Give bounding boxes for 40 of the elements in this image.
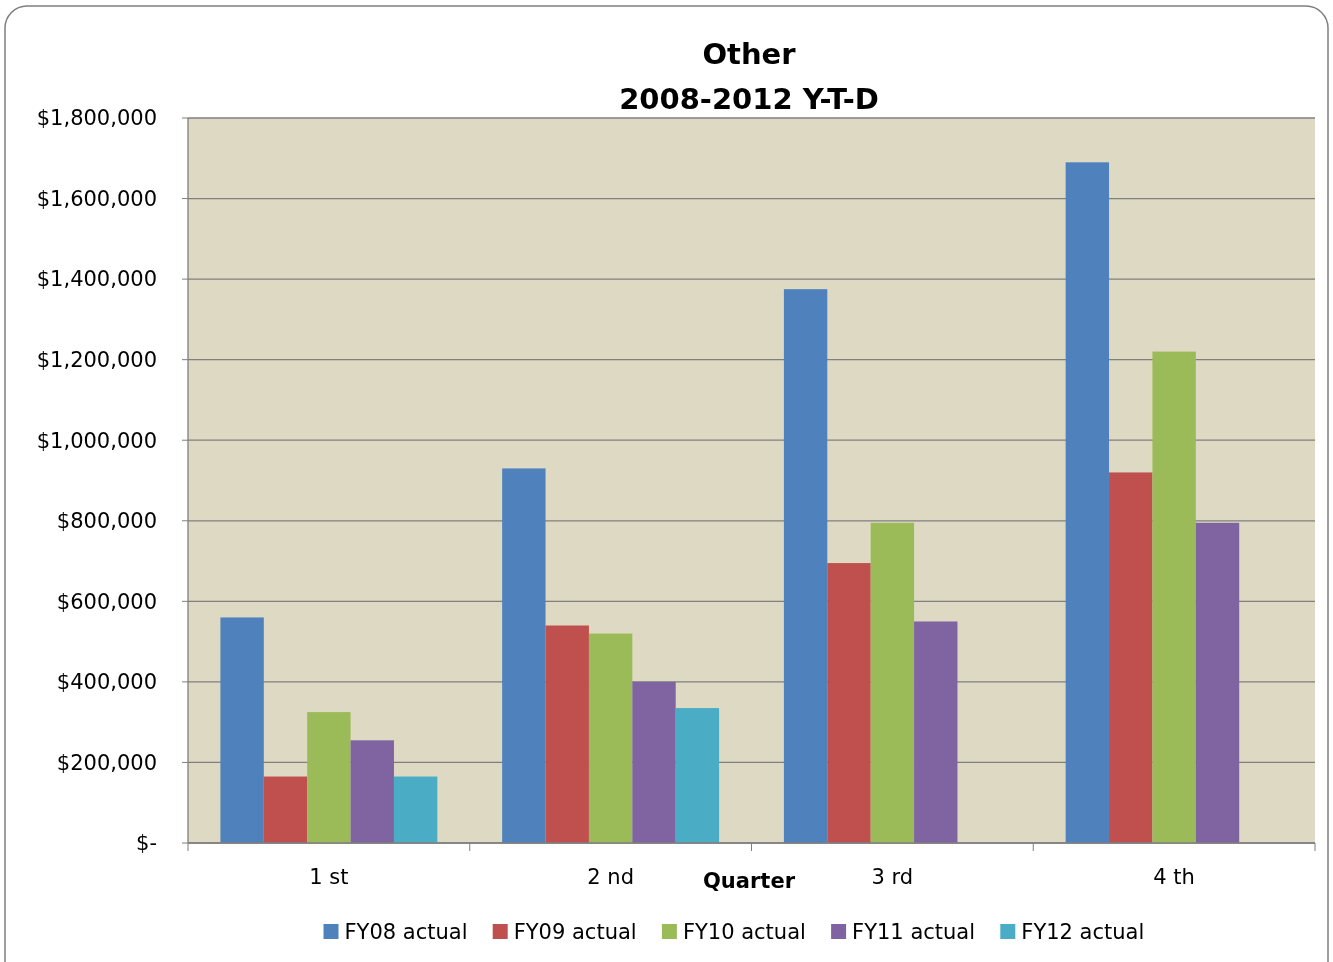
x-tick-label: 2 nd (587, 865, 634, 889)
chart-title: Other (702, 37, 797, 71)
y-tick-label: $1,200,000 (36, 348, 157, 373)
bar (914, 621, 958, 843)
x-tick-label: 1 st (309, 865, 349, 889)
y-tick-label: $1,000,000 (36, 428, 157, 453)
bar (393, 776, 438, 843)
y-tick-label: $800,000 (56, 509, 157, 534)
y-tick-label: $400,000 (56, 670, 157, 695)
bar (502, 468, 546, 843)
x-tick-label: 3 rd (871, 865, 914, 889)
y-tick-label: $1,600,000 (36, 186, 157, 211)
y-tick-label: $1,800,000 (36, 106, 157, 131)
y-tick-label: $600,000 (56, 589, 157, 614)
legend-label: FY11 actual (852, 920, 976, 944)
y-tick-label: $1,400,000 (36, 267, 157, 292)
legend-label: FY10 actual (682, 920, 806, 944)
bar (1065, 162, 1110, 843)
legend-label: FY08 actual (344, 920, 468, 944)
bar (1152, 351, 1196, 843)
chart-subtitle: 2008-2012 Y-T-D (619, 82, 879, 116)
bar (870, 522, 915, 843)
y-tick-label: $- (136, 831, 157, 856)
bar (1109, 472, 1153, 843)
x-tick-label: 4 th (1153, 865, 1195, 889)
bar (827, 563, 871, 843)
bar (588, 633, 633, 843)
bar (783, 289, 828, 843)
legend-label: FY12 actual (1021, 920, 1145, 944)
bar (1195, 522, 1240, 843)
bar (307, 712, 351, 843)
bar (675, 708, 720, 843)
bar (632, 681, 676, 843)
legend-label: FY09 actual (513, 920, 637, 944)
bar (350, 740, 394, 843)
y-tick-label: $200,000 (56, 750, 157, 775)
bar (263, 776, 308, 843)
bar (220, 617, 264, 843)
bar (545, 625, 589, 843)
x-axis-title: Quarter (703, 869, 796, 893)
